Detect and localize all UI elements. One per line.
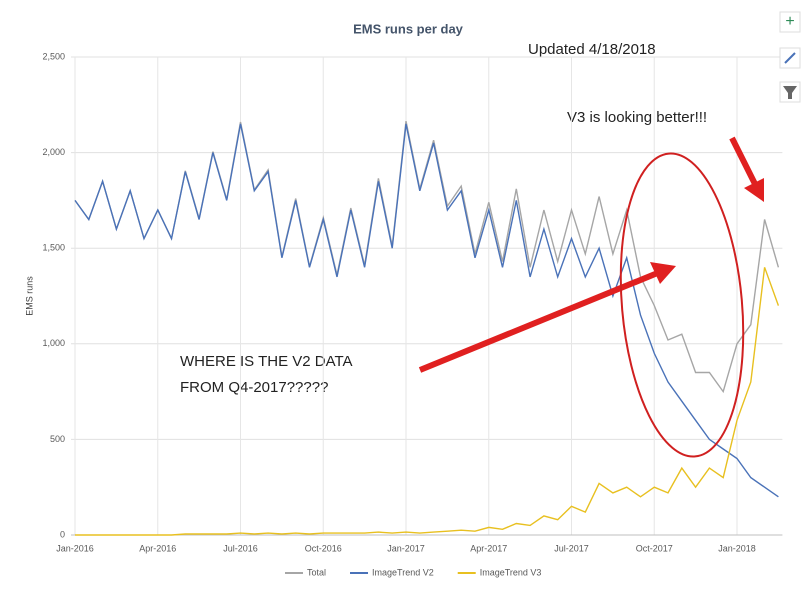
red-circle bbox=[619, 152, 745, 458]
legend-label: ImageTrend V3 bbox=[480, 567, 542, 577]
y-axis-label: EMS runs bbox=[24, 276, 34, 316]
annotation: FROM Q4-2017????? bbox=[180, 379, 328, 396]
x-tick-label: Oct-2017 bbox=[636, 543, 673, 553]
add-button[interactable] bbox=[779, 11, 801, 33]
arrow-head bbox=[744, 178, 764, 202]
annotation: Updated 4/18/2018 bbox=[528, 41, 656, 58]
x-tick-label: Jan-2018 bbox=[718, 543, 756, 553]
y-tick-label: 2,500 bbox=[42, 51, 65, 61]
y-tick-label: 1,500 bbox=[42, 243, 65, 253]
x-tick-label: Jul-2016 bbox=[223, 543, 258, 553]
arrow-head bbox=[650, 262, 676, 284]
toolbar: + bbox=[779, 11, 801, 103]
x-tick-label: Apr-2017 bbox=[470, 543, 507, 553]
series-line bbox=[75, 267, 780, 536]
x-tick-label: Apr-2016 bbox=[139, 543, 176, 553]
red-arrow bbox=[729, 136, 759, 188]
annotation: WHERE IS THE V2 DATA bbox=[180, 353, 353, 370]
x-tick-label: Jan-2016 bbox=[56, 543, 94, 553]
annotation: V3 is looking better!!! bbox=[567, 109, 707, 126]
brush-icon bbox=[784, 52, 796, 64]
y-tick-label: 0 bbox=[60, 529, 65, 539]
y-tick-label: 2,000 bbox=[42, 147, 65, 157]
x-tick-label: Jul-2017 bbox=[554, 543, 589, 553]
y-tick-label: 500 bbox=[50, 434, 65, 444]
plus-icon: + bbox=[785, 13, 794, 30]
filter-icon bbox=[783, 86, 797, 99]
y-tick-label: 1,000 bbox=[42, 338, 65, 348]
markup-overlay bbox=[418, 136, 764, 458]
chart-title: EMS runs per day bbox=[353, 21, 464, 36]
x-tick-label: Oct-2016 bbox=[305, 543, 342, 553]
series-line bbox=[74, 123, 779, 498]
legend-label: ImageTrend V2 bbox=[372, 567, 434, 577]
x-tick-label: Jan-2017 bbox=[387, 543, 425, 553]
legend-label: Total bbox=[307, 567, 326, 577]
